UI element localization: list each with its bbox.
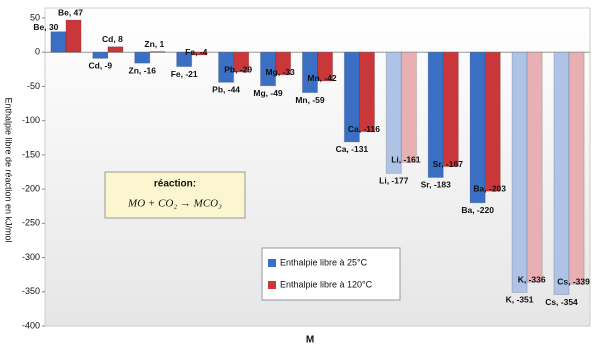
data-label: Be, 30 [33,22,58,32]
bar [92,51,109,59]
data-label: Mn, -42 [307,73,337,83]
data-label: Cs, -339 [557,276,590,286]
bar [176,51,193,68]
data-label: Mg, -49 [253,88,283,98]
annotation-formula: MO + CO₂ → MCO₃ [127,198,222,210]
data-label: K, -351 [506,295,534,305]
y-tick-label: -200 [22,183,40,193]
y-tick-label: -150 [22,149,40,159]
data-label: Sr, -167 [433,159,464,169]
data-label: Be, 47 [58,7,83,17]
data-label: Pb, -44 [212,85,240,95]
legend-swatch [268,259,276,267]
data-label: Ba, -203 [473,183,506,193]
bar [191,51,208,56]
data-label: Li, -161 [391,155,421,165]
x-axis-title: M [306,335,314,346]
data-label: Ca, -116 [348,124,380,134]
data-label: Li, -177 [379,176,409,186]
y-tick-label: -400 [22,320,40,330]
annotation-box [104,171,246,219]
bar [358,51,376,133]
bar [511,51,528,293]
bar [484,51,501,192]
data-label: Cs, -354 [545,297,578,307]
bar [65,19,82,53]
data-label: Sr, -183 [421,180,452,190]
y-tick-label: -50 [27,81,40,91]
annotation-title: réaction: [154,179,196,190]
bar [442,51,459,168]
bar [568,51,585,285]
data-label: Pb, -29 [224,64,252,74]
bar [526,51,543,283]
data-label: Fe, -4 [185,47,207,57]
bar [50,31,67,53]
data-label: Zn, 1 [144,39,164,49]
y-tick-label: -350 [22,286,40,296]
bar [134,51,151,64]
bar [149,51,166,53]
bar [107,46,124,53]
y-tick-label: 50 [30,12,40,22]
data-label: Zn, -16 [129,65,157,75]
bar [233,51,250,73]
y-tick-label: 0 [35,47,40,57]
y-tick-label: -300 [22,252,40,262]
legend-swatch [268,281,276,289]
data-label: Mg, -33 [265,67,295,77]
y-tick-label: -100 [22,115,40,125]
data-label: Fe, -21 [171,69,198,79]
bar [275,51,292,76]
data-label: Ca, -131 [336,144,369,154]
legend [261,247,401,301]
legend-label: Enthalpie libre à 120°C [280,279,373,289]
y-axis-title: Enthalpie libre de réaction en kJ/mol [4,97,14,242]
legend-label: Enthalpie libre à 25°C [280,257,368,267]
annotation: réaction: MO + CO₂ → MCO₃ [104,171,246,219]
data-label: Cd, 8 [102,34,123,44]
data-label: Mn, -59 [295,95,325,105]
data-label: Cd, -9 [89,61,113,71]
bar [317,51,334,82]
data-label: Ba, -220 [461,205,494,215]
bar [400,51,417,163]
bar [469,51,486,204]
y-tick-label: -250 [22,218,40,228]
bar [553,51,570,296]
data-label: K, -336 [518,274,546,284]
